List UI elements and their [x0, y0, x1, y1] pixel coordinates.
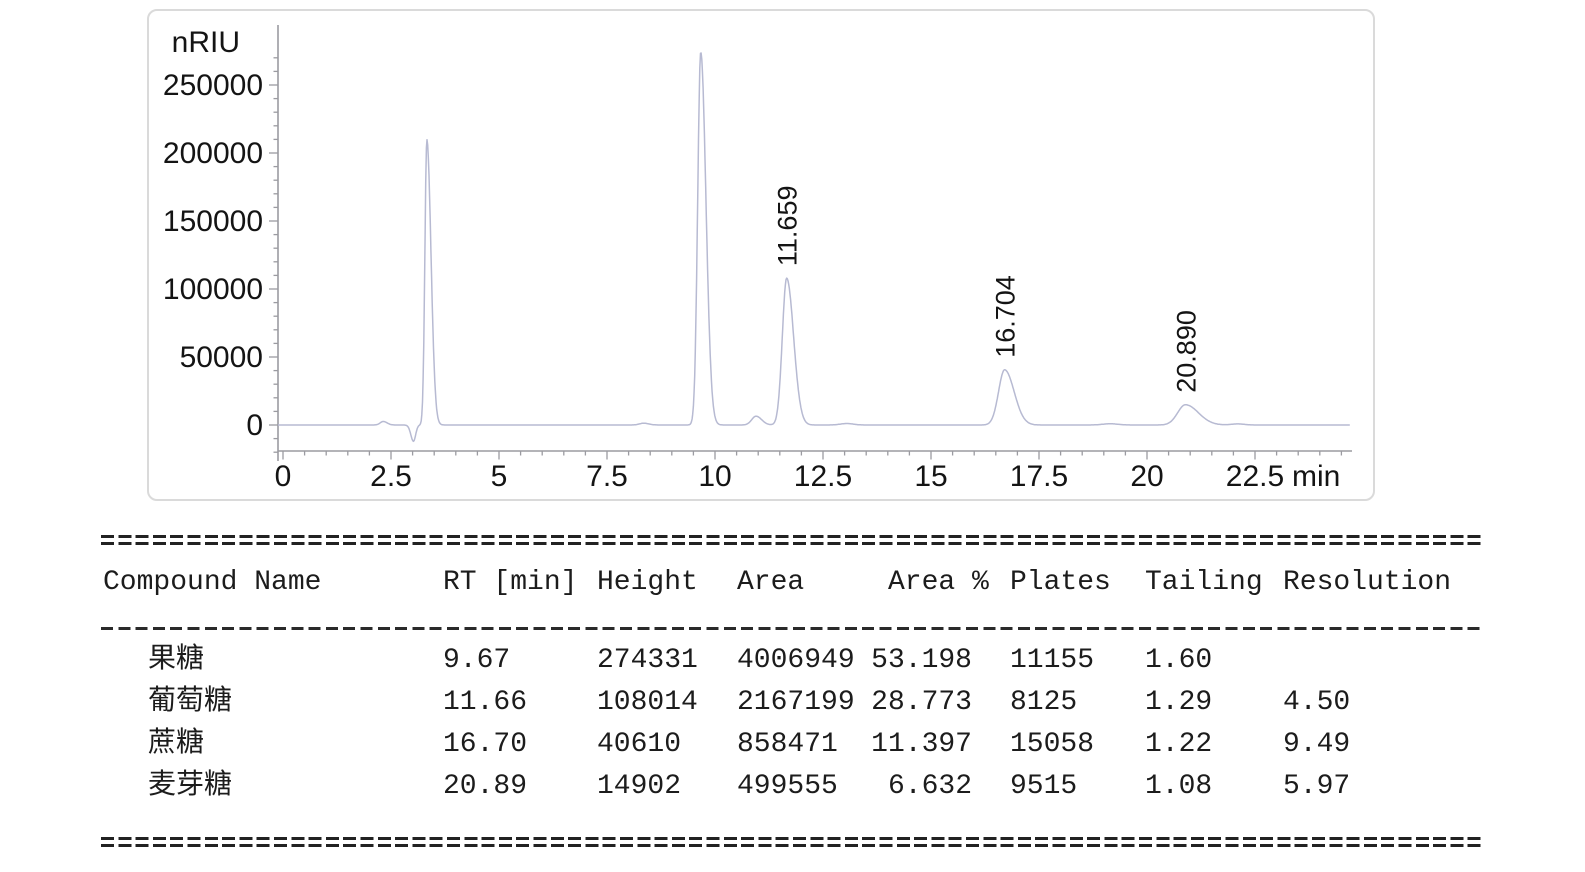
- cell-tailing: 1.22: [1145, 729, 1213, 760]
- col-plates: Plates: [1010, 567, 1111, 598]
- x-tick-label: 2.5: [370, 460, 412, 493]
- cell-compound-name: 蔗糖: [148, 729, 205, 760]
- cell-plates: 8125: [1010, 687, 1078, 718]
- x-tick-label: 12.5: [794, 460, 852, 493]
- peak-rt-label: 20.890: [1171, 310, 1201, 393]
- table-row: 葡萄糖 11.66 108014 2167199 28.773 8125 1.2…: [0, 686, 1585, 720]
- cell-resolution: 4.50: [1283, 687, 1351, 718]
- col-resolution: Resolution: [1283, 567, 1452, 598]
- cell-area: 2167199: [737, 687, 855, 718]
- cell-plates: 15058: [1010, 729, 1095, 760]
- cell-compound-name: 果糖: [148, 645, 205, 676]
- cell-height: 108014: [597, 687, 698, 718]
- table-row: 果糖 9.67 274331 4006949 53.198 11155 1.60: [0, 644, 1585, 678]
- cell-height: 40610: [597, 729, 682, 760]
- chromatogram-trace: [277, 52, 1350, 443]
- col-rt: RT [min]: [443, 567, 578, 598]
- x-tick-label: 15: [914, 460, 947, 493]
- col-tailing: Tailing: [1145, 567, 1263, 598]
- table-bottom-rule-2: [101, 844, 1485, 847]
- x-axis-unit-label: min: [1292, 460, 1340, 493]
- peak-rt-label: 16.704: [991, 275, 1021, 358]
- cell-resolution: 9.49: [1283, 729, 1351, 760]
- cell-compound-name: 葡萄糖: [148, 687, 233, 718]
- x-tick-label: 22.5: [1226, 460, 1284, 493]
- cell-area-pct: 53.198: [871, 645, 972, 676]
- cell-plates: 11155: [1010, 645, 1095, 676]
- y-tick-label: 250000: [163, 69, 263, 102]
- peak-rt-label: 11.659: [773, 186, 803, 267]
- table-row: 麦芽糖 20.89 14902 499555 6.632 9515 1.08 5…: [0, 770, 1585, 804]
- chromatogram-plot: nRIU min 0 50000 100000 150000 200000 250000 0…: [163, 25, 1352, 493]
- x-tick-label: 7.5: [586, 460, 628, 493]
- x-tick-label: 17.5: [1010, 460, 1068, 493]
- cell-area-pct: 6.632: [887, 771, 972, 802]
- y-tick-label: 100000: [163, 273, 263, 306]
- table-bottom-rule-1: [101, 837, 1485, 840]
- y-tick-label: 150000: [163, 205, 263, 238]
- cell-area-pct: 11.397: [871, 729, 972, 760]
- cell-tailing: 1.29: [1145, 687, 1213, 718]
- col-area: Area: [737, 567, 805, 598]
- cell-tailing: 1.60: [1145, 645, 1213, 676]
- x-tick-label: 20: [1130, 460, 1163, 493]
- table-top-rule-2: [101, 542, 1485, 545]
- col-height: Height: [597, 567, 698, 598]
- x-tick-label: 0: [275, 460, 292, 493]
- table-header-row: Compound Name RT [min] Height Area Area …: [0, 566, 1585, 600]
- y-axis-unit-label: nRIU: [172, 26, 240, 59]
- cell-compound-name: 麦芽糖: [148, 771, 233, 802]
- table-top-rule-1: [101, 535, 1485, 538]
- cell-rt: 11.66: [443, 687, 528, 718]
- cell-rt: 16.70: [443, 729, 528, 760]
- cell-area: 4006949: [737, 645, 855, 676]
- cell-area: 858471: [737, 729, 838, 760]
- cell-plates: 9515: [1010, 771, 1078, 802]
- table-header-rule: [101, 627, 1485, 630]
- col-area-pct: Area %: [888, 567, 989, 598]
- cell-resolution: 5.97: [1283, 771, 1351, 802]
- y-tick-label: 0: [246, 409, 263, 442]
- y-tick-label: 50000: [180, 341, 263, 374]
- cell-rt: 20.89: [443, 771, 528, 802]
- cell-rt: 9.67: [443, 645, 511, 676]
- x-tick-label: 10: [698, 460, 731, 493]
- x-tick-label: 5: [491, 460, 508, 493]
- cell-height: 274331: [597, 645, 698, 676]
- cell-area-pct: 28.773: [871, 687, 972, 718]
- cell-height: 14902: [597, 771, 682, 802]
- col-compound-name: Compound Name: [103, 567, 322, 598]
- table-row: 蔗糖 16.70 40610 858471 11.397 15058 1.22 …: [0, 728, 1585, 762]
- y-tick-label: 200000: [163, 137, 263, 170]
- cell-area: 499555: [737, 771, 838, 802]
- cell-tailing: 1.08: [1145, 771, 1213, 802]
